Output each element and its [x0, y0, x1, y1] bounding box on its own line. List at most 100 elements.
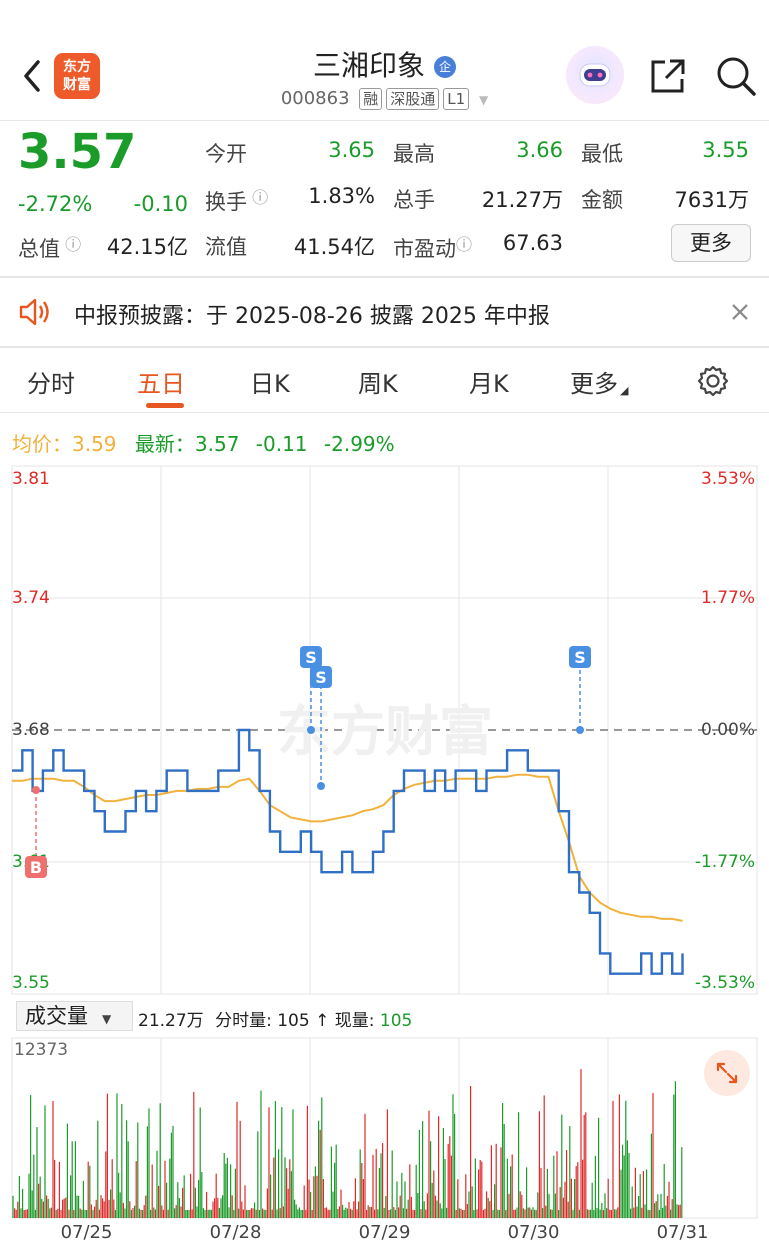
float-cap-label: 流值	[205, 235, 247, 259]
turnover-value: 1.83%	[308, 184, 375, 208]
app-logo: 东方 财富	[54, 53, 100, 99]
marker-badge	[25, 856, 47, 878]
tag-margin: 融	[359, 88, 383, 110]
marker-dot	[307, 726, 315, 734]
tab-day-k[interactable]: 日K	[250, 370, 290, 398]
high-value: 3.66	[516, 138, 563, 162]
marker-label: S	[315, 668, 327, 687]
volume-label: 总手	[393, 188, 435, 212]
change-amount: -0.10	[133, 192, 188, 216]
tab-more[interactable]: 更多 ◢	[570, 370, 629, 398]
chevron-down-icon[interactable]: ▼	[478, 93, 489, 107]
tag-connect: 深股通	[386, 88, 440, 110]
current-price: 3.57	[18, 124, 137, 180]
stock-code: 000863	[280, 88, 350, 109]
info-icon[interactable]: ⓘ	[247, 188, 269, 207]
marker-label: S	[305, 648, 317, 667]
marker-label: S	[574, 648, 586, 667]
marker-badge	[310, 666, 332, 688]
amount-label: 金额	[581, 188, 623, 212]
close-icon[interactable]	[728, 300, 752, 324]
fenshi-value: 105	[277, 1011, 310, 1031]
info-icon[interactable]: ⓘ	[456, 235, 473, 254]
turnover-label: 换手 ⓘ	[205, 188, 269, 214]
share-icon[interactable]	[648, 56, 688, 96]
avg-label: 均价：	[12, 432, 72, 456]
latest-change: -0.11	[255, 432, 308, 456]
stock-name: 三湘印象	[313, 49, 426, 82]
price-chart[interactable]: 东方财富 3.813.743.683.613.553.53%1.77%0.00%…	[0, 460, 769, 1000]
amount-value: 7631万	[674, 188, 749, 212]
y-left-tick: 3.81	[12, 469, 50, 489]
settings-icon[interactable]	[696, 364, 730, 398]
latest-label: 最新：	[134, 432, 195, 456]
marker-dot	[32, 786, 40, 794]
now-label: 现量:	[334, 1011, 375, 1031]
info-icon[interactable]: ⓘ	[60, 235, 82, 254]
tab-five-day[interactable]: 五日	[137, 370, 185, 398]
stock-title: 三湘印象 企	[0, 44, 769, 84]
up-arrow-icon: ↑	[315, 1011, 330, 1031]
y-left-tick: 3.74	[12, 588, 50, 608]
y-right-tick: -1.77%	[695, 852, 755, 872]
chart-legend: 均价：3.59 最新：3.57 -0.11 -2.99%	[12, 428, 395, 457]
pe-label: 市盈动ⓘ	[393, 235, 473, 261]
market-cap-value: 42.15亿	[106, 235, 188, 259]
low-label: 最低	[581, 142, 623, 166]
pe-value: 67.63	[502, 231, 563, 255]
active-tab-indicator	[146, 403, 184, 408]
x-axis-label: 07/25	[60, 1222, 113, 1243]
marker-badge	[300, 646, 322, 668]
search-icon[interactable]	[714, 54, 758, 98]
open-value: 3.65	[328, 138, 375, 162]
y-right-tick: -3.53%	[695, 973, 755, 993]
triangle-down-icon: ◢	[620, 384, 629, 397]
marker-label: B	[30, 858, 42, 877]
change-percent: -2.72%	[18, 192, 93, 216]
now-value: 105	[379, 1011, 413, 1031]
y-right-tick: 0.00%	[701, 720, 755, 740]
stock-subtitle: 000863 融深股通 L1 ▼	[0, 88, 769, 110]
speaker-icon	[18, 296, 54, 328]
volume-info: 21.27万 分时量: 105 ↑ 现量: 105	[138, 1006, 412, 1031]
tab-month-k[interactable]: 月K	[469, 370, 509, 398]
x-axis-label: 07/31	[656, 1222, 709, 1243]
back-icon[interactable]	[18, 56, 48, 96]
marker-badge	[569, 646, 591, 668]
open-label: 今开	[205, 142, 247, 166]
float-cap-value: 41.54亿	[293, 235, 375, 259]
x-axis-label: 07/30	[507, 1222, 560, 1243]
volume-selector[interactable]: 成交量 ▼	[16, 1001, 133, 1031]
x-axis-label: 07/28	[209, 1222, 262, 1243]
y-left-tick: 3.55	[12, 973, 50, 993]
enterprise-badge-icon: 企	[433, 56, 456, 78]
latest-value: 3.57	[194, 432, 240, 456]
x-axis-label: 07/29	[358, 1222, 411, 1243]
expand-icon[interactable]	[704, 1050, 750, 1096]
more-button[interactable]: 更多	[671, 224, 751, 262]
tab-fenshi[interactable]: 分时	[27, 370, 75, 398]
volume-chart[interactable]	[0, 1034, 769, 1224]
series-price-line	[12, 728, 684, 975]
robot-avatar-icon[interactable]	[566, 46, 624, 104]
notice-text[interactable]: 中报预披露：于 2025-08-26 披露 2025 年中报	[74, 304, 550, 329]
marker-dot	[317, 782, 325, 790]
high-label: 最高	[393, 142, 435, 166]
y-right-tick: 1.77%	[701, 588, 755, 608]
marker-dot	[576, 726, 584, 734]
low-value: 3.55	[702, 138, 749, 162]
tag-level: L1	[443, 88, 470, 110]
volume-value: 21.27万	[481, 188, 563, 212]
tab-week-k[interactable]: 周K	[358, 370, 398, 398]
latest-pct: -2.99%	[323, 432, 395, 456]
fenshi-label: 分时量:	[215, 1011, 272, 1031]
market-cap-label: 总值 ⓘ	[18, 235, 82, 261]
avg-value: 3.59	[72, 432, 117, 456]
y-left-tick: 3.68	[12, 720, 50, 740]
caret-down-icon: ▼	[102, 1012, 112, 1026]
volume-max-label: 12373	[14, 1040, 69, 1060]
y-right-tick: 3.53%	[701, 469, 755, 489]
volume-total: 21.27万	[138, 1011, 204, 1031]
volume-frame	[11, 1037, 758, 1219]
series-avg-line	[12, 773, 683, 922]
